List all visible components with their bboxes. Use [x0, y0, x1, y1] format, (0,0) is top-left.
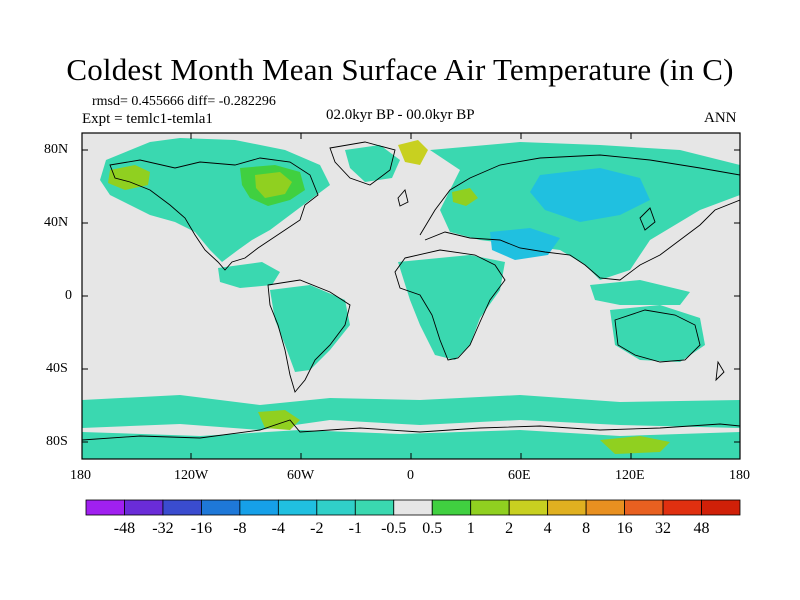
coast-north-america [109, 157, 319, 271]
colorbar-swatch [277, 499, 318, 516]
colorbar-swatch [624, 499, 664, 516]
colorbar-label: 32 [655, 520, 672, 537]
colorbar-swatch [508, 499, 549, 516]
colorbar-label: 8 [582, 520, 591, 537]
coast-new-zealand [715, 360, 725, 382]
field-siberia-cool [530, 168, 650, 222]
field-greenland-warm [398, 140, 428, 165]
lon-label-60e: 60E [508, 468, 531, 483]
colorbar-swatch [701, 499, 741, 516]
colorbar-swatch [431, 499, 472, 516]
field-maritime [590, 280, 690, 305]
field-australia [610, 305, 705, 362]
colorbar-swatch [316, 499, 356, 516]
chart-title: Coldest Month Mean Surface Air Temperatu… [66, 52, 734, 87]
colorbar-swatch [162, 499, 202, 516]
colorbar-swatch [85, 499, 125, 516]
colorbar-label: 16 [616, 520, 633, 537]
coast-greenland [329, 141, 396, 186]
colorbar-label: -16 [190, 520, 213, 537]
anomaly-fields [82, 138, 740, 459]
colorbar-label: 1 [466, 520, 475, 537]
field-canada-warm-core [255, 172, 292, 198]
lon-label-120e: 120E [615, 468, 645, 483]
field-africa [398, 255, 505, 360]
field-central-america [218, 262, 280, 288]
field-antarctica-warm [600, 436, 670, 454]
field-weddell-warm [258, 410, 300, 430]
colorbar-label: -0.5 [381, 520, 407, 537]
lat-label-80s: 80S [46, 434, 68, 449]
field-europe-warm [452, 188, 478, 206]
stats-text: rmsd= 0.455666 diff= -0.282296 [92, 94, 276, 109]
field-alaska-warm [108, 165, 150, 190]
colorbar-label: -8 [233, 520, 247, 537]
coast-south-america [267, 279, 351, 393]
lon-label-180e: 180 [729, 468, 750, 483]
colorbar-label: 48 [693, 520, 710, 537]
colorbar-label: -4 [271, 520, 285, 537]
colorbar [85, 499, 741, 516]
field-south-america [270, 285, 350, 372]
colorbar-swatch [585, 499, 625, 516]
colorbar-label: 0.5 [422, 520, 443, 537]
colorbar-label: -1 [348, 520, 362, 537]
lon-label-0: 0 [407, 468, 414, 483]
colorbar-label: -2 [310, 520, 324, 537]
field-antarctica [82, 430, 740, 459]
lat-label-80n: 80N [44, 142, 69, 157]
colorbar-label: -32 [152, 520, 174, 537]
period-text: 02.0kyr BP - 00.0kyr BP [326, 107, 475, 123]
coast-africa [394, 249, 506, 361]
season-text: ANN [704, 110, 737, 126]
colorbar-swatch [662, 499, 702, 516]
lat-label-eq: 0 [65, 288, 72, 303]
colorbar-label: -48 [113, 520, 136, 537]
coast-uk [397, 189, 409, 207]
experiment-text: Expt = temlc1-temla1 [82, 111, 213, 127]
colorbar-swatch [393, 499, 433, 516]
coast-eurasia [419, 154, 740, 281]
colorbar-label: 2 [505, 520, 514, 537]
lon-label-120w: 120W [174, 468, 209, 483]
lat-label-40n: 40N [44, 215, 69, 230]
lon-label-180w: 180 [70, 468, 91, 483]
colorbar-swatch [547, 499, 587, 516]
lat-label-40s: 40S [46, 361, 68, 376]
coastlines [82, 141, 740, 441]
coast-antarctica [82, 419, 740, 441]
colorbar-swatch [470, 499, 510, 516]
colorbar-swatch [239, 499, 279, 516]
coast-japan [639, 207, 656, 231]
tick-marks [82, 133, 740, 459]
lon-label-60w: 60W [287, 468, 315, 483]
colorbar-label: 4 [543, 520, 552, 537]
field-southern-ocean [82, 395, 740, 430]
colorbar-swatch [124, 499, 164, 516]
coast-australia [614, 309, 701, 363]
map-area [82, 133, 740, 459]
colorbar-swatch [354, 499, 395, 516]
colorbar-swatch [201, 499, 241, 516]
